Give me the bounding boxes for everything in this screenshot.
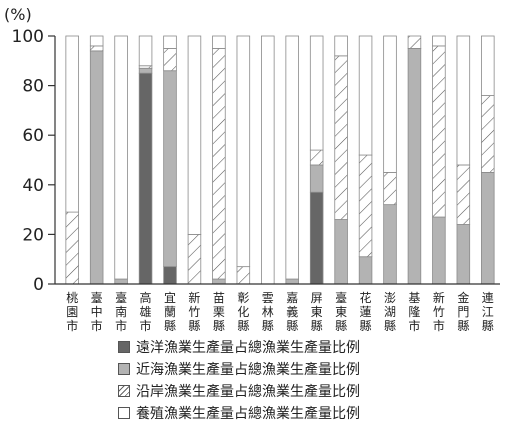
y-tick-label: 40 [22,176,44,196]
y-tick-label: 0 [33,275,44,295]
x-tick-label: 臺中市 [91,290,103,333]
x-tick-label: 花蓮縣 [360,290,372,333]
legend-label: 遠洋漁業生產量占總漁業生產量比例 [136,340,360,356]
legend-label: 沿岸漁業生產量占總漁業生產量比例 [136,384,360,400]
bar-segment-1 [138,72,153,285]
bar-segment-3 [163,48,177,72]
y-axis: 0 20 40 60 80 100 [12,27,56,295]
bar-segment-4 [138,35,153,67]
x-tick-label: 彰化縣 [237,290,249,333]
x-tick-label: 高雄市 [140,290,152,333]
bar-segment-3 [89,45,104,52]
y-tick-label: 20 [22,225,44,245]
x-tick-label: 新竹市 [433,290,445,333]
bar-segment-4 [163,35,177,49]
x-tick-label: 屏東縣 [311,291,323,333]
bar-segment-1 [309,191,324,285]
x-tick-label: 苗栗縣 [213,291,225,333]
bar-segment-2 [212,278,226,285]
x-tick-label: 基隆市 [408,291,420,333]
x-tick-label: 臺東縣 [335,290,347,333]
bar-segment-4 [383,35,397,173]
bar-segment-1 [163,266,177,285]
legend-item: 沿岸漁業生產量占總漁業生產量比例 [118,380,360,402]
legend-swatch [118,341,130,353]
legend-swatch [118,407,130,419]
y-tick-label: 100 [12,27,44,47]
x-tick-label: 新竹縣 [188,290,200,333]
bar-segment-4 [432,35,446,47]
x-tick-label: 宜蘭縣 [164,290,176,333]
bar-segment-4 [481,35,495,96]
legend-item: 遠洋漁業生產量占總漁業生產量比例 [118,336,360,358]
bar-segment-2 [114,278,128,285]
bar-segment-4 [65,35,79,213]
legend-item: 養殖漁業生產量占總漁業生產量比例 [118,402,360,424]
bar-segment-3 [481,95,495,173]
bar-segment-3 [309,149,324,166]
bar-segment-3 [334,55,348,220]
bar-segment-3 [432,45,446,218]
bar-segment-3 [187,233,202,285]
bar-segment-4 [358,35,373,156]
legend-swatch [118,363,130,375]
x-tick-label: 連江縣 [482,291,494,333]
y-tick-label: 80 [22,77,44,97]
bar-segment-3 [358,154,373,258]
bar-segment-3 [383,171,397,206]
bar-segment-4 [285,35,299,280]
legend-item: 近海漁業生產量占總漁業生產量比例 [118,358,360,380]
bar-segment-2 [432,216,446,285]
x-tick-label: 雲林縣 [262,291,274,333]
bar-segment-3 [236,266,251,285]
legend-swatch [118,385,130,397]
legend-label: 養殖漁業生產量占總漁業生產量比例 [136,406,360,422]
y-tick-label: 60 [22,126,44,146]
legend-label: 近海漁業生產量占總漁業生產量比例 [136,362,360,378]
bar-segment-4 [334,35,348,57]
bar-segment-4 [89,35,104,47]
unit-label: (%) [4,5,32,24]
bar-segment-2 [481,171,495,285]
bar-segment-4 [456,35,471,166]
bar-segment-3 [456,164,471,225]
bar-segment-4 [309,35,324,151]
bar-segment-2 [383,204,397,285]
bar-segment-3 [65,211,79,285]
bar-segment-2 [163,70,177,268]
bar-segment-2 [285,278,299,285]
x-tick-label: 澎湖縣 [384,291,396,333]
bar-segment-2 [407,48,422,285]
legend: 遠洋漁業生產量占總漁業生產量比例 近海漁業生產量占總漁業生產量比例 沿岸漁業生產量占… [118,336,360,424]
x-tick-label: 金門縣 [457,290,469,333]
bar-segment-4 [261,35,275,285]
bar-segment-2 [358,256,373,285]
bar-segment-4 [187,35,202,235]
bar-segment-2 [334,219,348,285]
x-tick-label: 臺南市 [115,290,127,333]
bar-segment-2 [456,224,471,285]
bar-segment-2 [138,67,153,74]
bar-segment-2 [89,50,104,285]
bar-segment-2 [309,164,324,193]
bars [55,35,500,285]
bar-segment-3 [407,35,422,49]
bar-segment-4 [212,35,226,49]
bar-segment-3 [212,48,226,280]
bar-segment-4 [236,35,251,268]
x-tick-label: 嘉義縣 [286,291,298,333]
bar-segment-4 [114,35,128,280]
x-tick-label: 桃園市 [66,290,78,333]
